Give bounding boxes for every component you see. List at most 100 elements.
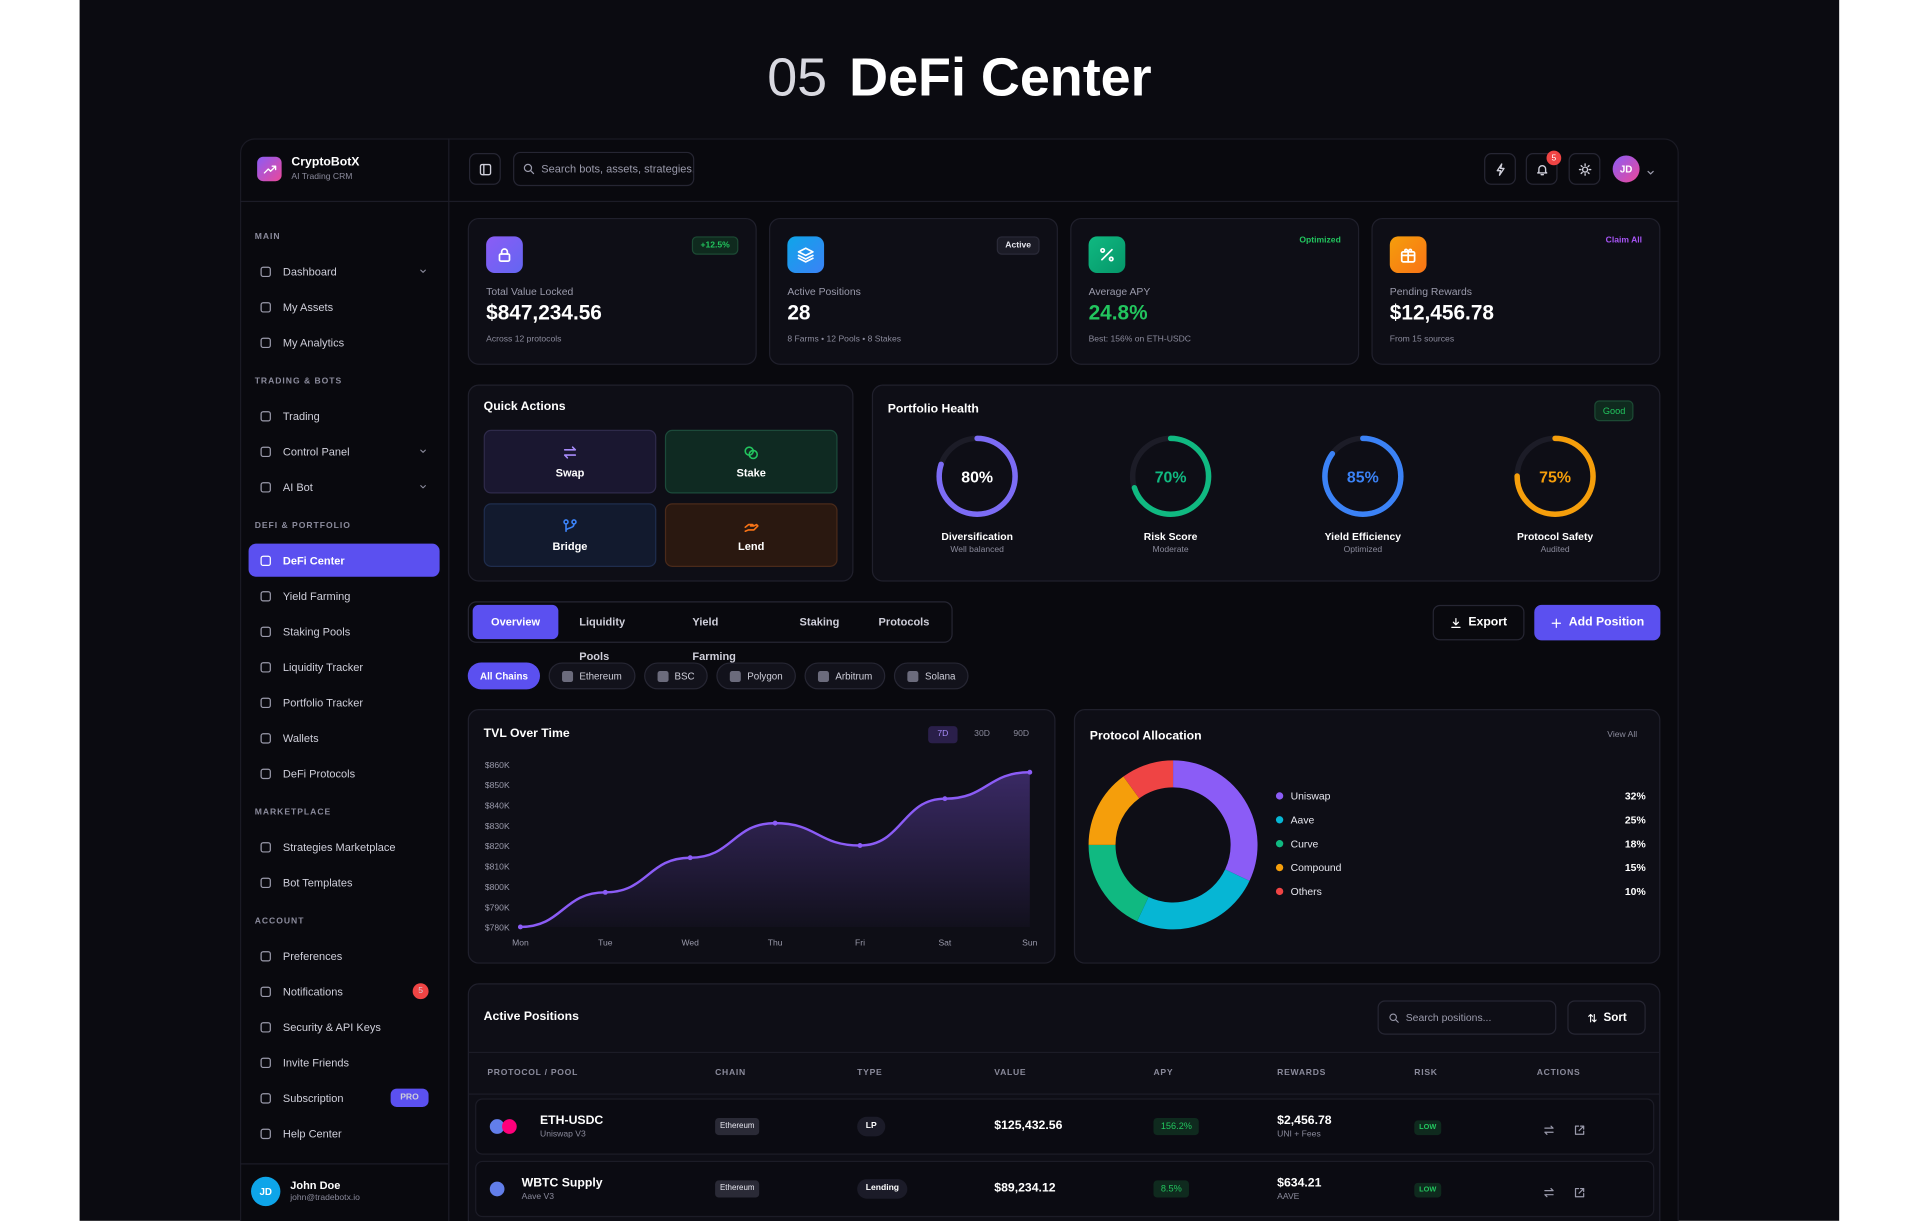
nav-item[interactable]: Liquidity Tracker bbox=[249, 650, 440, 683]
quick-action[interactable]: Swap bbox=[483, 429, 657, 494]
nav-item[interactable]: Bot Templates bbox=[249, 866, 440, 899]
quick-action[interactable]: Bridge bbox=[483, 503, 657, 567]
card-title: TVL Over Time bbox=[483, 727, 570, 741]
view-all-link[interactable]: View All bbox=[1607, 731, 1638, 740]
quick-action[interactable]: Lend bbox=[664, 503, 838, 567]
nav-item[interactable]: Portfolio Tracker bbox=[249, 686, 440, 719]
chain-label: Polygon bbox=[747, 670, 783, 682]
sort-button[interactable]: Sort bbox=[1567, 1000, 1646, 1035]
nav-item[interactable]: Subscription PRO bbox=[249, 1081, 440, 1114]
nav-item[interactable]: Yield Farming bbox=[249, 579, 440, 612]
search-box[interactable]: Search bots, assets, strategies... bbox=[513, 151, 695, 187]
column-header: TYPE bbox=[857, 1068, 883, 1078]
tab[interactable]: Overview bbox=[472, 604, 559, 640]
tab[interactable]: Staking bbox=[799, 615, 840, 629]
sidebar-toggle[interactable] bbox=[468, 153, 501, 185]
nav-item[interactable]: Control Panel bbox=[249, 435, 440, 468]
nav-item[interactable]: My Analytics bbox=[249, 326, 440, 359]
quick-action-icon bbox=[744, 446, 758, 460]
theme-toggle[interactable] bbox=[1568, 153, 1601, 185]
icon-shape bbox=[748, 449, 758, 460]
tab-bar: Overview Liquidity Pools Yield Farming Stak… bbox=[467, 601, 953, 663]
position-value: $125,432.56 bbox=[994, 1119, 1063, 1133]
table-divider bbox=[468, 1051, 1660, 1054]
quick-action-button[interactable] bbox=[1484, 153, 1516, 185]
quick-action-icon bbox=[563, 519, 577, 533]
export-icon bbox=[1451, 617, 1461, 628]
nav-item[interactable]: Staking Pools bbox=[249, 615, 440, 648]
notifications-button[interactable] bbox=[1525, 153, 1558, 185]
line-area bbox=[520, 772, 1030, 927]
row-action[interactable] bbox=[1573, 1183, 1585, 1198]
chain-pill[interactable]: Solana bbox=[894, 662, 969, 690]
sort-icon bbox=[1587, 1013, 1597, 1022]
icon-shape bbox=[1574, 1125, 1585, 1135]
chain-filter: All Chains Ethereum BSC Polygon Arbitrum Sola… bbox=[467, 662, 1080, 690]
range-button[interactable]: 7D bbox=[928, 726, 958, 744]
stat-badge[interactable]: Claim All bbox=[1605, 236, 1643, 245]
card-title: Portfolio Health bbox=[887, 402, 979, 417]
nav-item[interactable]: Trading bbox=[249, 399, 440, 432]
nav-item[interactable]: Invite Friends bbox=[249, 1046, 440, 1079]
chain-pill[interactable]: All Chains bbox=[467, 662, 541, 690]
tab[interactable]: Liquidity Pools bbox=[579, 615, 626, 663]
nav-item[interactable]: Strategies Marketplace bbox=[249, 830, 440, 863]
nav-item[interactable]: Dashboard bbox=[249, 255, 440, 288]
y-tick-label: $830K bbox=[485, 821, 510, 831]
header-divider bbox=[240, 200, 1679, 203]
chain-label: Arbitrum bbox=[835, 670, 873, 682]
icon-shape bbox=[523, 163, 533, 173]
tab[interactable]: Protocols bbox=[878, 615, 930, 629]
table-row[interactable] bbox=[475, 1098, 1655, 1155]
line-point bbox=[772, 820, 778, 826]
nav-item[interactable]: Notifications 5 bbox=[249, 975, 440, 1008]
quick-action-button-icon bbox=[1495, 162, 1505, 176]
brand-logo bbox=[257, 156, 282, 182]
stat-value: 28 bbox=[787, 301, 811, 325]
row-action[interactable] bbox=[1543, 1183, 1555, 1198]
positions-search[interactable]: Search positions... bbox=[1377, 1000, 1557, 1035]
search-placeholder: Search positions... bbox=[1405, 1011, 1492, 1024]
user-name: John Doe bbox=[290, 1179, 341, 1192]
legend-dot bbox=[1275, 863, 1284, 872]
quick-action[interactable]: Stake bbox=[664, 429, 838, 494]
nav-item[interactable]: Wallets bbox=[249, 721, 440, 754]
legend-value: 32% bbox=[1625, 792, 1646, 803]
tab[interactable]: Yield Farming bbox=[692, 615, 736, 663]
brand-name: CryptoBotX bbox=[291, 155, 360, 169]
nav-item[interactable]: Help Center bbox=[249, 1117, 440, 1150]
protocol-logo bbox=[502, 1119, 517, 1134]
range-button[interactable]: 90D bbox=[1013, 729, 1030, 739]
nav-item[interactable]: AI Bot bbox=[249, 470, 440, 503]
nav-item[interactable]: My Assets bbox=[249, 290, 440, 323]
gauge-name: Risk Score bbox=[1144, 532, 1198, 543]
nav-icon bbox=[260, 301, 271, 312]
pool-name: Aave V3 bbox=[521, 1192, 555, 1202]
chain-pill[interactable]: Polygon bbox=[716, 662, 797, 690]
icon-shape bbox=[260, 446, 271, 457]
nav-item[interactable]: Preferences bbox=[249, 939, 440, 972]
chain-label: All Chains bbox=[480, 670, 528, 682]
chain-pill[interactable]: Arbitrum bbox=[804, 662, 886, 690]
chain-pill[interactable]: BSC bbox=[643, 662, 709, 690]
donut-segment bbox=[1172, 760, 1258, 881]
nav-item[interactable]: DeFi Center bbox=[248, 543, 440, 577]
heading-number: 05 bbox=[767, 47, 828, 108]
range-button[interactable]: 30D bbox=[974, 729, 990, 739]
nav-badge: PRO bbox=[390, 1088, 429, 1107]
top-avatar[interactable]: JD bbox=[1612, 155, 1640, 183]
row-action[interactable] bbox=[1543, 1120, 1555, 1135]
table-row[interactable] bbox=[475, 1160, 1655, 1218]
export-button[interactable]: Export bbox=[1432, 604, 1525, 641]
icon-shape bbox=[260, 266, 271, 277]
nav-icon bbox=[260, 768, 271, 779]
nav-item[interactable]: Security & API Keys bbox=[249, 1010, 440, 1043]
stat-note: 8 Farms • 12 Pools • 8 Stakes bbox=[787, 335, 902, 345]
x-tick-label: Wed bbox=[681, 937, 699, 947]
row-action[interactable] bbox=[1573, 1120, 1585, 1135]
nav-item[interactable]: DeFi Protocols bbox=[249, 757, 440, 790]
add-position-button[interactable]: Add Position bbox=[1534, 604, 1661, 641]
nav-label: Help Center bbox=[282, 1127, 342, 1140]
chain-pill[interactable]: Ethereum bbox=[548, 662, 636, 690]
nav-icon bbox=[260, 337, 271, 348]
